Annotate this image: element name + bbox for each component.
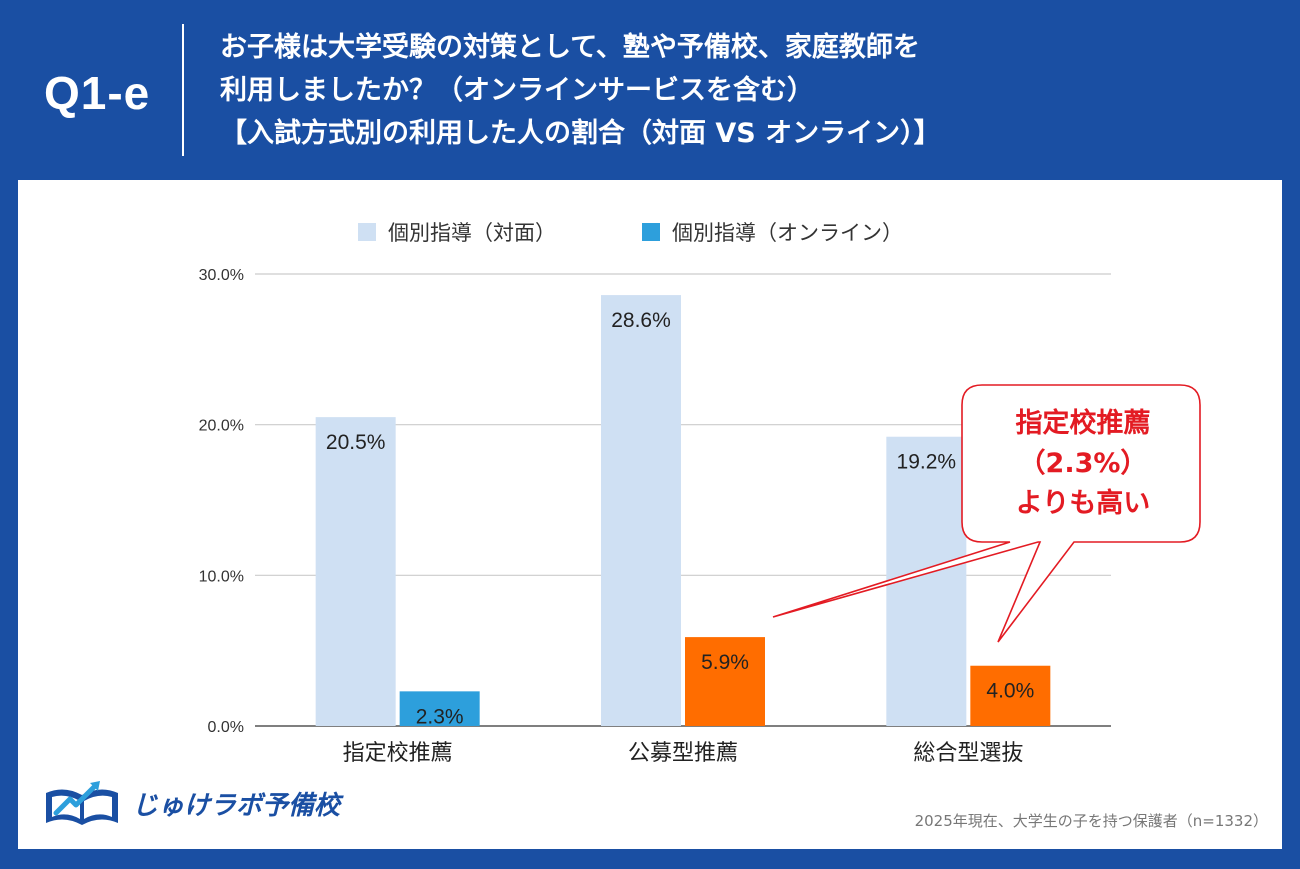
bar-online <box>399 691 480 726</box>
callout-line-3: よりも高い <box>1015 488 1151 519</box>
callout-line-1: 指定校推薦 <box>1015 408 1151 439</box>
bar-online <box>685 637 765 726</box>
legend-swatch-face-to-face <box>358 223 376 241</box>
open-book-icon <box>46 781 118 825</box>
brand-logo: じゅけラボ予備校 <box>40 775 340 831</box>
legend-item-online: 個別指導（オンライン） <box>642 217 903 247</box>
title-line-2: 利用しましたか？（オンラインサービスを含む） <box>220 75 814 106</box>
legend-swatch-online <box>642 223 660 241</box>
data-label: 4.0% <box>986 680 1034 703</box>
question-title: お子様は大学受験の対策として、塾や予備校、家庭教師を 利用しましたか？（オンライ… <box>220 26 1280 155</box>
callout-line-2: （2.3%） <box>1018 448 1148 479</box>
title-line-1: お子様は大学受験の対策として、塾や予備校、家庭教師を <box>220 32 920 63</box>
x-tick-label: 公募型推薦 <box>628 741 738 766</box>
data-label: 2.3% <box>416 705 464 728</box>
data-label: 20.5% <box>326 431 386 454</box>
y-tick-label: 20.0% <box>199 418 244 435</box>
bar-face-to-face <box>601 295 681 726</box>
bar-chart: 0.0% 10.0% 20.0% 30.0% 20.5% 2.3% 指定校推薦 28.6% 5.… <box>199 267 1201 766</box>
y-tick-label: 30.0% <box>199 267 244 284</box>
legend-label-online: 個別指導（オンライン） <box>672 221 903 245</box>
question-id: Q1-e <box>44 67 151 119</box>
callout-text: 指定校推薦 （2.3%） よりも高い <box>963 404 1203 524</box>
y-tick-label: 10.0% <box>199 568 244 585</box>
data-label: 5.9% <box>701 651 749 674</box>
bar-face-to-face <box>315 417 396 726</box>
y-tick-label: 0.0% <box>208 719 244 736</box>
title-line-3: 【入試方式別の利用した人の割合（対面 VS オンライン）】 <box>220 118 941 149</box>
legend-label-face-to-face: 個別指導（対面） <box>388 221 556 245</box>
legend-item-face-to-face: 個別指導（対面） <box>358 217 556 247</box>
x-tick-label: 指定校推薦 <box>343 741 453 766</box>
callout-bubble <box>772 384 1201 643</box>
bar-online <box>970 665 1051 726</box>
source-note: 2025年現在、大学生の子を持つ保護者（n=1332） <box>914 812 1268 830</box>
data-label: 28.6% <box>611 309 671 332</box>
logo-text: じゅけラボ予備校 <box>132 790 341 821</box>
x-tick-label: 総合型選抜 <box>913 741 1023 766</box>
header: Q1-e お子様は大学受験の対策として、塾や予備校、家庭教師を 利用しましたか？… <box>0 0 1300 180</box>
chart-panel: 0.0% 10.0% 20.0% 30.0% 20.5% 2.3% 指定校推薦 28.6% 5.… <box>18 180 1282 849</box>
data-label: 19.2% <box>897 451 957 474</box>
header-divider <box>182 24 184 156</box>
